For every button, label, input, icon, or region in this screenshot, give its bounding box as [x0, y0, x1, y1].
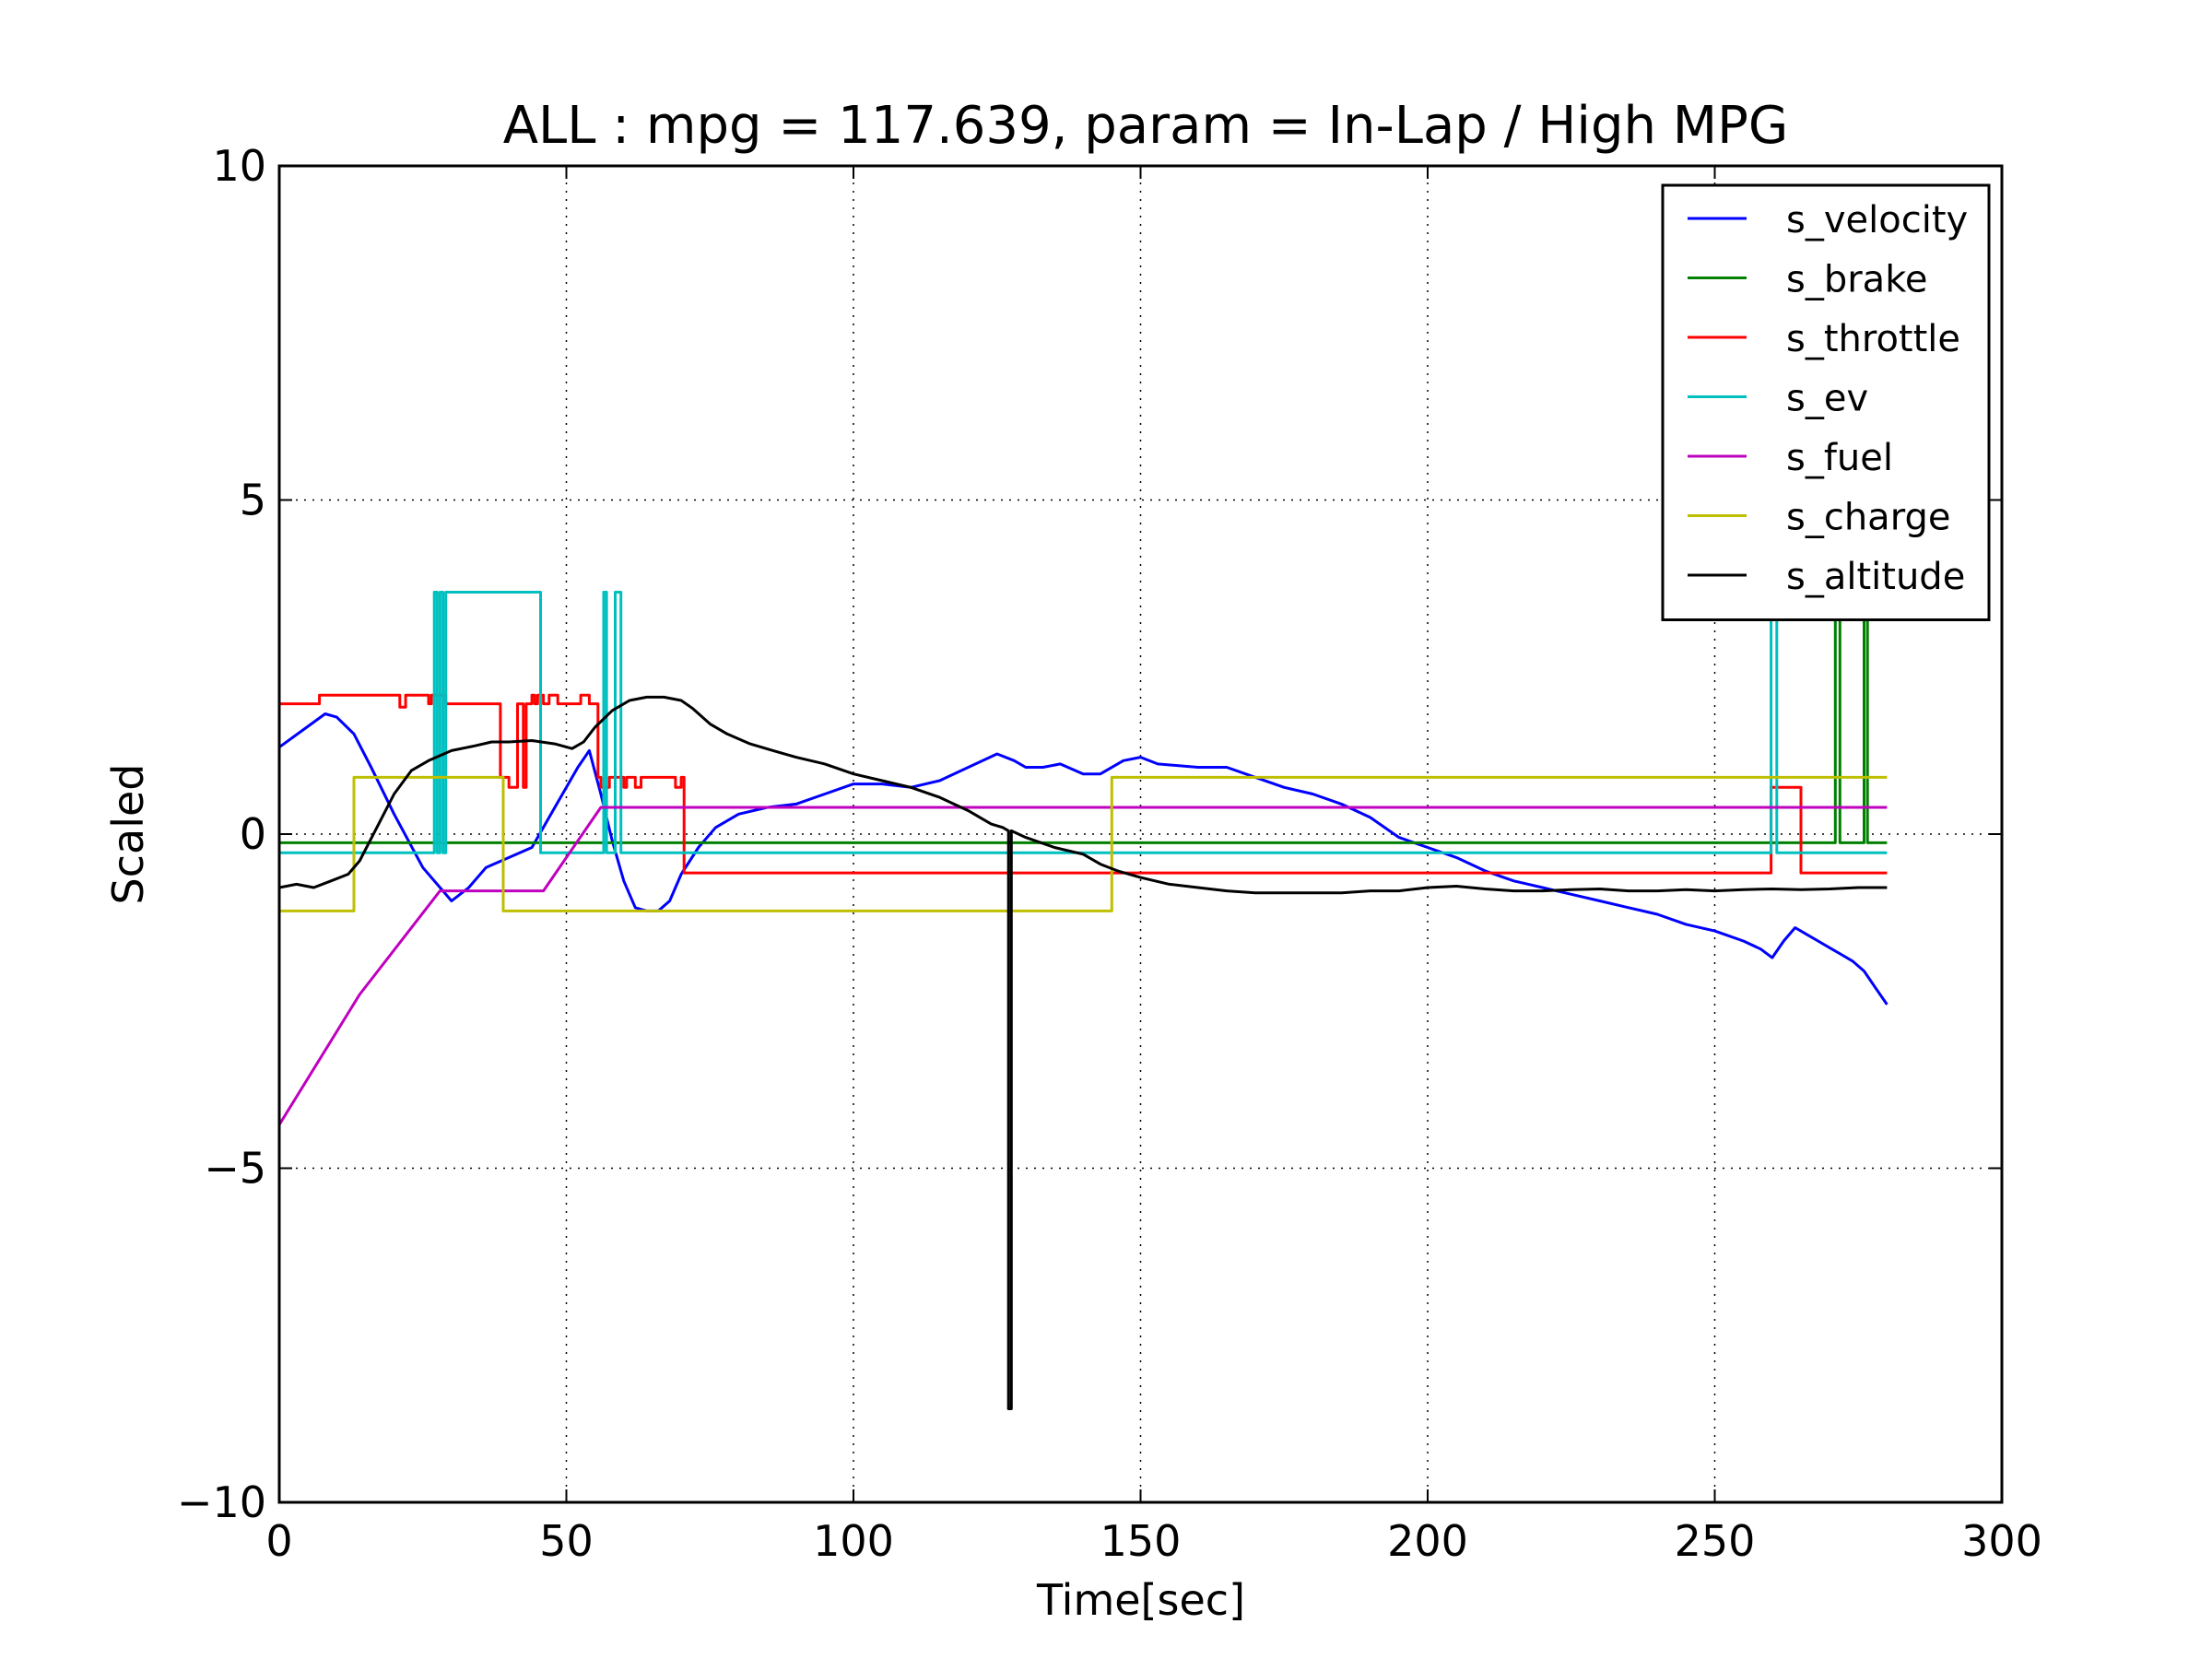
axis-ticks: 0 50 100 150 200 250 300 −10 −5 0 5 10 [177, 141, 2042, 1566]
legend-label-s-charge: s_charge [1786, 497, 1950, 539]
series-line-s-altitude [279, 695, 1888, 1410]
y-tick-label: −5 [204, 1144, 266, 1194]
y-axis-label: Scaled [103, 764, 153, 905]
series-line-s-brake [279, 592, 1888, 844]
y-tick-label: −10 [177, 1477, 266, 1527]
legend-label-s-throttle: s_throttle [1786, 318, 1960, 360]
x-tick-label: 0 [265, 1516, 292, 1566]
legend-label-s-fuel: s_fuel [1786, 437, 1893, 479]
y-tick-label: 10 [212, 141, 266, 191]
y-tick-label: 0 [240, 809, 266, 859]
series-line-s-velocity [279, 712, 1888, 1006]
x-tick-label: 100 [813, 1516, 894, 1566]
legend: s_velocity s_brake s_throttle s_ev s_fuel s_c… [1661, 183, 1991, 621]
series-line-s-charge [279, 775, 1888, 912]
legend-label-s-ev: s_ev [1786, 378, 1868, 420]
chart-title: ALL : mpg = 117.639, param = In-Lap / Hi… [503, 96, 1789, 156]
x-axis-label: Time[sec] [1036, 1575, 1245, 1625]
y-tick-label: 5 [240, 476, 266, 525]
x-tick-label: 200 [1387, 1516, 1468, 1566]
legend-box [1661, 183, 1991, 621]
x-tick-label: 250 [1675, 1516, 1756, 1566]
x-tick-label: 300 [1961, 1516, 2042, 1566]
x-tick-label: 50 [539, 1516, 594, 1566]
legend-label-s-brake: s_brake [1786, 259, 1928, 301]
plot-series [279, 591, 1888, 1410]
series-line-s-fuel [279, 806, 1888, 1126]
legend-label-s-altitude: s_altitude [1786, 556, 1965, 598]
x-tick-label: 150 [1100, 1516, 1182, 1566]
legend-label-s-velocity: s_velocity [1786, 199, 1968, 241]
series-line-s-ev [279, 591, 1888, 854]
